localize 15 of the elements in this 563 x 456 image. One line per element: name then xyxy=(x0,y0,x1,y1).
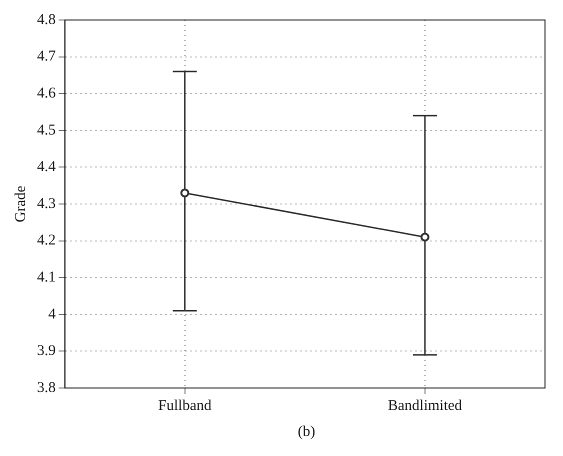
x-tick-label: Bandlimited xyxy=(388,398,463,414)
y-tick-label: 4 xyxy=(48,306,56,322)
y-tick-label: 4.2 xyxy=(37,232,56,249)
y-tick-label: 4.1 xyxy=(37,270,56,286)
y-tick-label: 4.7 xyxy=(37,48,56,65)
y-tick-label: 4.6 xyxy=(37,86,56,102)
y-tick-label: 4.3 xyxy=(37,196,56,212)
text: (b) xyxy=(296,424,316,441)
x-tick-label: Fullband xyxy=(158,398,212,414)
y-axis-title: Grade xyxy=(12,185,29,222)
y-tick-label: 3.8 xyxy=(37,380,56,396)
y-tick-label: 3.9 xyxy=(37,343,56,360)
y-tick-label: 4.4 xyxy=(37,159,56,176)
y-tick-label: 4.5 xyxy=(37,122,56,138)
y-tick-label: 4.8 xyxy=(37,12,56,28)
